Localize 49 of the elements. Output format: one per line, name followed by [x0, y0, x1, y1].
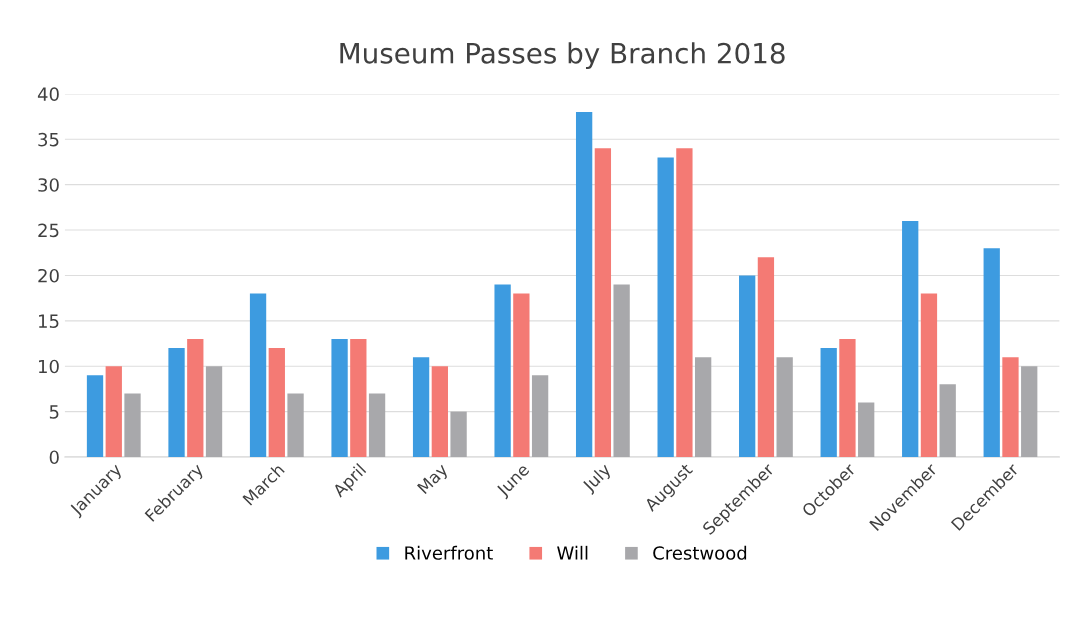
bar [368, 393, 386, 457]
bar [820, 348, 837, 457]
bar [168, 348, 185, 457]
bar [757, 257, 775, 457]
legend-label: Will [557, 545, 588, 560]
chart-title: Museum Passes by Branch 2018 [340, 42, 785, 70]
bar [531, 375, 549, 457]
bar [205, 366, 223, 457]
bar [575, 112, 593, 457]
legend-label: Crestwood [653, 545, 747, 560]
bar [287, 393, 304, 457]
bar [450, 411, 467, 457]
bar [86, 375, 104, 457]
bar [1002, 357, 1019, 457]
bar [613, 284, 630, 457]
bar [694, 357, 712, 457]
bar [350, 338, 367, 457]
bar [839, 338, 856, 457]
y-tick-label: 25 [38, 223, 59, 238]
bar [249, 293, 267, 457]
y-tick-label: 35 [38, 132, 59, 147]
bar [739, 275, 756, 457]
bar [920, 293, 938, 457]
bar [412, 357, 430, 457]
bar [676, 148, 693, 457]
y-tick-label: 15 [39, 314, 59, 328]
bar [939, 384, 956, 457]
bar [776, 357, 793, 457]
bar [657, 157, 674, 457]
y-tick-label: 5 [49, 405, 59, 419]
bar [431, 366, 448, 457]
y-tick-label: 20 [38, 268, 59, 283]
bar [983, 248, 1000, 457]
y-tick-label: 10 [39, 359, 59, 374]
y-tick-label: 30 [38, 178, 59, 192]
bar [124, 393, 141, 457]
bar [1021, 366, 1038, 457]
bar [513, 293, 530, 457]
bar [494, 284, 511, 457]
y-tick-label: 0 [49, 450, 59, 465]
bar [902, 220, 919, 457]
bar [594, 148, 612, 457]
legend-label: Riverfront [405, 545, 493, 560]
bar [858, 402, 875, 457]
bar [331, 338, 348, 457]
bar [268, 348, 285, 457]
bar [187, 338, 204, 457]
bar [105, 366, 122, 457]
y-tick-label: 40 [37, 87, 59, 102]
